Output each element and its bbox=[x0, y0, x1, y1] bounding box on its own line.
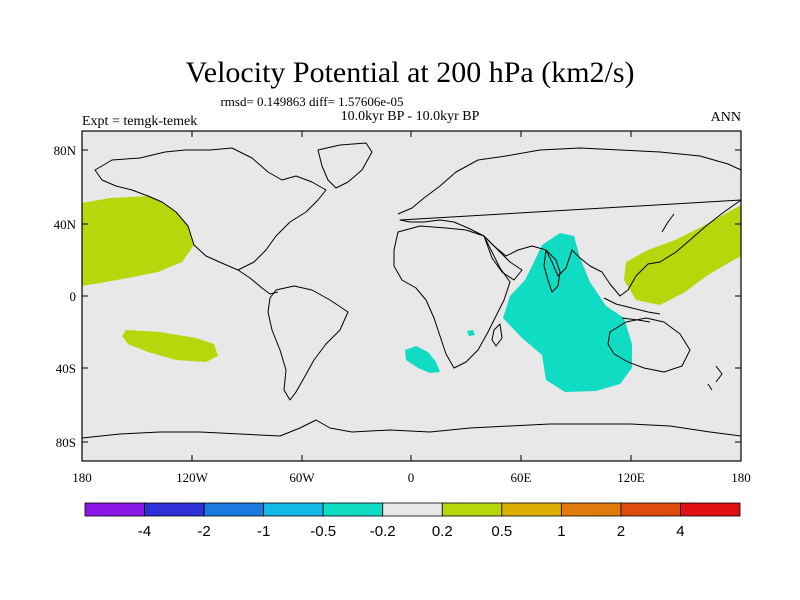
plot-title: Velocity Potential at 200 hPa (km2/s) bbox=[185, 56, 634, 89]
season-label: ANN bbox=[711, 110, 741, 125]
colorbar-box bbox=[144, 502, 205, 517]
colorbar-label: 0.2 bbox=[432, 523, 453, 540]
colorbar-box bbox=[203, 502, 265, 517]
colorbar-label: -4 bbox=[138, 523, 151, 540]
colorbar-box bbox=[501, 502, 562, 517]
lat-tick-label: 0 bbox=[70, 289, 77, 304]
colorbar-box bbox=[441, 502, 503, 517]
colorbar-label: 4 bbox=[676, 523, 684, 540]
lat-tick-label: 40S bbox=[56, 361, 76, 376]
stats-label: rmsd= 0.149863 diff= 1.57606e-05 bbox=[220, 94, 403, 109]
latitude-labels: 80N 40N 0 40S 80S bbox=[54, 143, 77, 450]
colorbar-label: 1 bbox=[557, 523, 565, 540]
positive-region-north-pacific bbox=[82, 196, 194, 286]
lat-tick-label: 40N bbox=[54, 217, 77, 232]
colorbar-label: 2 bbox=[617, 523, 625, 540]
lon-tick-label: 0 bbox=[408, 470, 415, 485]
negative-region-small bbox=[467, 330, 475, 336]
lon-tick-label: 120E bbox=[617, 470, 645, 485]
lon-tick-label: 180 bbox=[731, 470, 751, 485]
map-panel bbox=[81, 130, 742, 462]
experiment-label: Expt = temgk-temek bbox=[82, 114, 197, 129]
colorbar bbox=[84, 502, 741, 517]
colorbar-labels: -4 -2 -1 -0.5 -0.2 0.2 0.5 1 2 4 bbox=[138, 523, 685, 540]
lon-tick-label: 120W bbox=[176, 470, 209, 485]
positive-region-south-pacific bbox=[122, 330, 218, 362]
colorbar-box bbox=[680, 502, 741, 517]
negative-region-south-atlantic bbox=[405, 346, 440, 373]
colorbar-label: -2 bbox=[197, 523, 210, 540]
colorbar-box bbox=[620, 502, 681, 517]
lat-tick-label: 80S bbox=[56, 435, 76, 450]
colorbar-box bbox=[322, 502, 384, 517]
longitude-labels: 180 120W 60W 0 60E 120E 180 bbox=[72, 470, 751, 485]
colorbar-label: -0.5 bbox=[310, 523, 336, 540]
coastlines bbox=[81, 142, 742, 439]
lon-tick-label: 60W bbox=[289, 470, 315, 485]
period-label: 10.0kyr BP - 10.0kyr BP bbox=[341, 109, 480, 124]
colorbar-box bbox=[560, 502, 622, 517]
colorbar-box bbox=[382, 502, 443, 517]
colorbar-label: -0.2 bbox=[370, 523, 396, 540]
colorbar-label: 0.5 bbox=[491, 523, 512, 540]
lat-tick-label: 80N bbox=[54, 143, 77, 158]
axis-ticks bbox=[81, 131, 742, 461]
negative-region-indian-ocean bbox=[503, 233, 632, 392]
colorbar-box bbox=[84, 502, 145, 517]
map-background bbox=[82, 131, 741, 461]
colorbar-box bbox=[263, 502, 324, 517]
lon-tick-label: 60E bbox=[511, 470, 532, 485]
positive-region-west-pacific bbox=[624, 205, 741, 305]
lon-tick-label: 180 bbox=[72, 470, 92, 485]
colorbar-label: -1 bbox=[257, 523, 270, 540]
